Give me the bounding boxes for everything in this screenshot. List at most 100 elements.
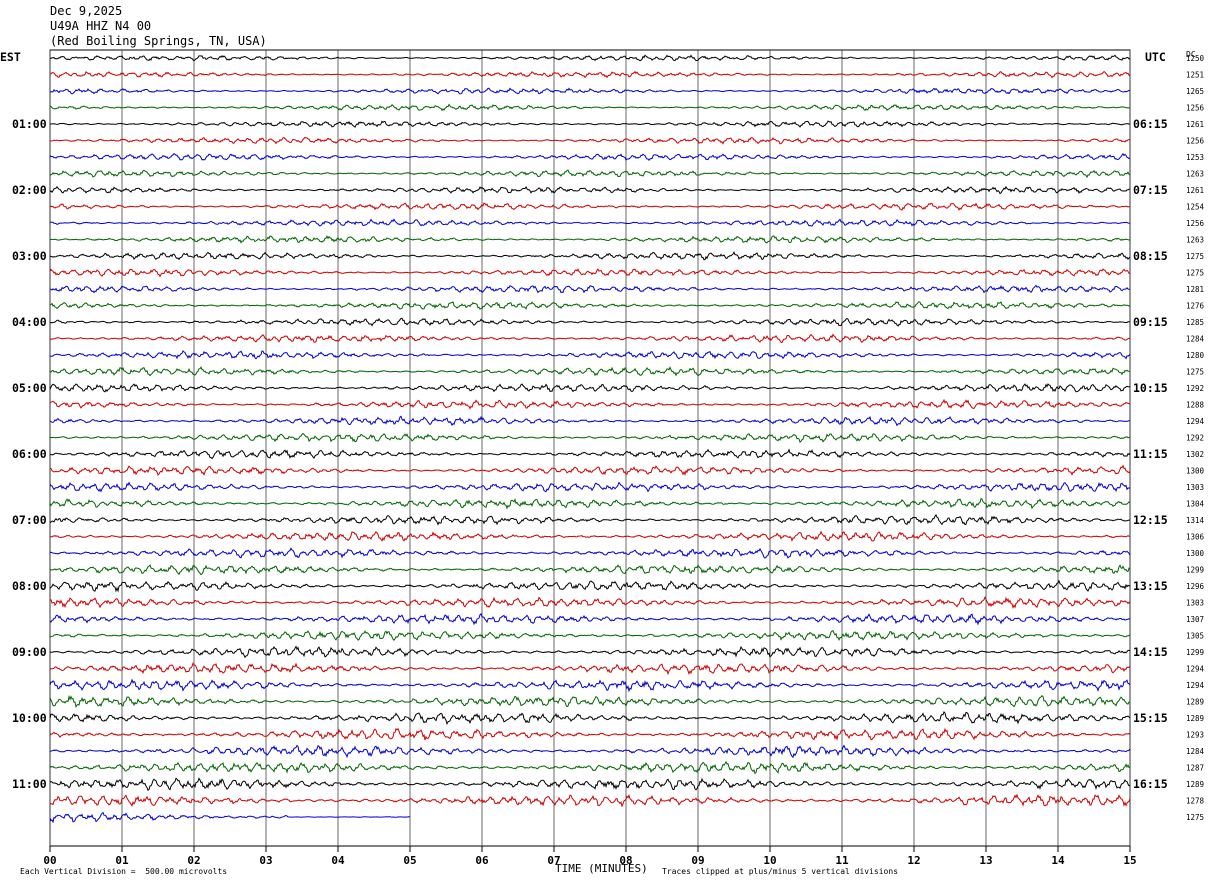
clip-note: Traces clipped at plus/minus 5 vertical … — [662, 867, 899, 876]
dc-offset-label: 1299 — [1186, 566, 1204, 575]
trace-line — [49, 727, 1131, 741]
dc-offset-label: 1294 — [1186, 417, 1205, 426]
x-tick-label: 08 — [619, 854, 632, 867]
trace-line — [49, 317, 1131, 327]
dc-offset-label: 1289 — [1186, 698, 1204, 707]
right-time-label: 08:15 — [1133, 249, 1168, 263]
trace-line — [49, 169, 1131, 179]
trace-line — [49, 760, 1131, 775]
dc-offset-label: 1254 — [1186, 203, 1205, 212]
dc-offset-label: 1294 — [1186, 665, 1205, 674]
dc-offset-label: 1284 — [1186, 335, 1205, 344]
dc-offset-label: 1275 — [1186, 269, 1204, 278]
x-tick-label: 12 — [907, 854, 920, 867]
trace-line — [49, 54, 1131, 62]
trace-line — [49, 744, 1131, 759]
x-tick-label: 05 — [403, 854, 416, 867]
dc-offset-label: 1300 — [1186, 549, 1205, 558]
scale-note: Each Vertical Division = 500.00 microvol… — [20, 867, 228, 876]
dc-offset-label: 1289 — [1186, 714, 1204, 723]
dc-offset-label: 1303 — [1186, 483, 1204, 492]
right-time-label: 09:15 — [1133, 315, 1168, 329]
x-tick-label: 09 — [691, 854, 704, 867]
x-tick-label: 13 — [979, 854, 992, 867]
trace-line — [49, 415, 1131, 427]
trace-line — [49, 432, 1131, 443]
left-time-label: 05:00 — [12, 381, 47, 395]
trace-line — [49, 268, 1131, 278]
trace-line — [49, 678, 1131, 693]
trace-line — [49, 630, 1131, 642]
dc-offset-label: 1292 — [1186, 434, 1204, 443]
x-tick-label: 11 — [835, 854, 849, 867]
left-time-label: 06:00 — [12, 447, 47, 461]
trace-line — [49, 497, 1131, 510]
left-zone-label: EST — [0, 50, 21, 64]
left-time-label: 11:00 — [12, 777, 47, 791]
header-station: U49A HHZ N4 00 — [50, 19, 152, 33]
plot-frame — [49, 49, 1131, 847]
left-time-label: 08:00 — [12, 579, 47, 593]
dc-offset-label: 1302 — [1186, 450, 1204, 459]
trace-line — [50, 235, 1131, 244]
header-location: (Red Boiling Springs, TN, USA) — [50, 34, 267, 48]
trace-line — [49, 777, 1131, 791]
trace-line — [49, 596, 1131, 609]
left-time-label: 03:00 — [12, 249, 47, 263]
trace-line — [49, 185, 1131, 195]
dc-offset-label: 1304 — [1186, 500, 1205, 509]
left-time-label: 10:00 — [12, 711, 47, 725]
dc-offset-label: 1288 — [1186, 401, 1205, 410]
dc-offset-label: 1265 — [1186, 87, 1204, 96]
trace-line — [49, 284, 1131, 294]
dc-offset-label: 1275 — [1186, 813, 1204, 822]
x-tick-label: 07 — [547, 854, 560, 867]
dc-offset-label: 1261 — [1186, 120, 1204, 129]
right-time-label: 10:15 — [1133, 381, 1168, 395]
header-date: Dec 9,2025 — [50, 4, 123, 18]
trace-line — [49, 481, 1131, 493]
dc-offset-label: 1307 — [1186, 615, 1204, 624]
x-tick-label: 14 — [1051, 854, 1065, 867]
dc-offset-label: 1299 — [1186, 648, 1204, 657]
dc-offset-label: 1280 — [1186, 351, 1205, 360]
right-time-label: 15:15 — [1133, 711, 1168, 725]
dc-offset-label: 1287 — [1186, 764, 1204, 773]
trace-line — [49, 662, 1131, 676]
dc-offset-label: 1256 — [1186, 104, 1205, 113]
dc-offset-label: 1263 — [1186, 236, 1204, 245]
dc-offset-label: 1296 — [1186, 582, 1205, 591]
dc-offset-label: 1251 — [1186, 71, 1204, 80]
right-time-label: 14:15 — [1133, 645, 1168, 659]
x-tick-label: 02 — [187, 854, 200, 867]
dc-label: DC — [1186, 50, 1196, 59]
dc-offset-label: 1253 — [1186, 153, 1204, 162]
x-axis-label: TIME (MINUTES) — [555, 862, 648, 875]
trace-line — [49, 136, 1131, 145]
trace-line — [49, 564, 1131, 576]
x-tick-label: 15 — [1123, 854, 1136, 867]
right-time-label: 06:15 — [1133, 117, 1168, 131]
dc-offset-label: 1284 — [1186, 747, 1205, 756]
trace-line — [49, 464, 1131, 476]
trace-line — [49, 694, 1131, 709]
x-tick-label: 06 — [475, 854, 489, 867]
left-time-label: 01:00 — [12, 117, 47, 131]
trace-line — [49, 711, 1131, 725]
dc-offset-label: 1305 — [1186, 632, 1204, 641]
dc-offset-label: 1306 — [1186, 533, 1205, 542]
trace-line — [49, 301, 1131, 310]
x-tick-label: 04 — [331, 854, 345, 867]
dc-offset-label: 1281 — [1186, 285, 1204, 294]
trace-line — [49, 448, 1131, 460]
dc-offset-label: 1289 — [1186, 780, 1204, 789]
trace-line — [49, 513, 1131, 526]
right-time-label: 13:15 — [1133, 579, 1168, 593]
dc-offset-label: 1285 — [1186, 318, 1204, 327]
dc-offset-label: 1276 — [1186, 302, 1205, 311]
dc-offset-label: 1293 — [1186, 731, 1204, 740]
x-tick-label: 10 — [763, 854, 776, 867]
dc-offset-label: 1314 — [1186, 516, 1205, 525]
dc-offset-label: 1294 — [1186, 681, 1205, 690]
